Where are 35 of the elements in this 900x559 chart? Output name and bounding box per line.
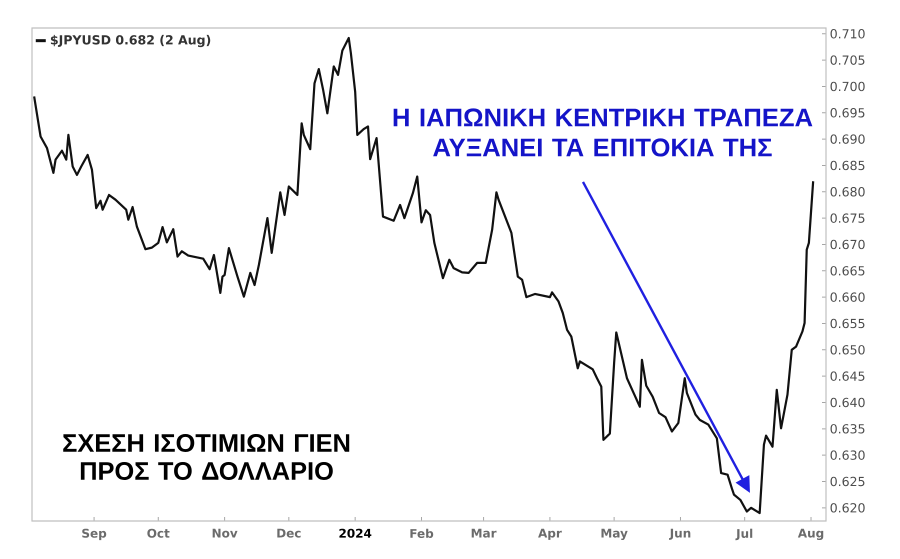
y-tick-label: 0.685 bbox=[830, 160, 864, 170]
y-tick-label: 0.680 bbox=[830, 187, 865, 197]
y-tick-label: 0.635 bbox=[830, 424, 864, 434]
y-tick-label: 0.650 bbox=[830, 345, 865, 355]
y-tick-label: 0.660 bbox=[830, 292, 865, 302]
y-tick-label: 0.690 bbox=[830, 134, 865, 144]
y-tick-label: 0.640 bbox=[830, 398, 865, 408]
x-tick-label: May bbox=[601, 528, 628, 540]
line-series bbox=[33, 36, 814, 514]
x-tick-label: Dec bbox=[277, 528, 301, 538]
annotation: Η ΙΑΠΩΝΙΚΗ ΚΕΝΤΡΙΚΗ ΤΡΑΠΕΖΑ ΑΥΞΑΝΕΙ ΤΑ ΕΠΙΤΟΚΙΑ ΤΗΣ bbox=[394, 108, 812, 157]
legend-label: $JPYUSD 0.682 (2 Aug) bbox=[50, 34, 210, 48]
x-tick-label: Mar bbox=[472, 528, 497, 538]
x-tick-label: Apr bbox=[538, 528, 562, 540]
y-tick-label: 0.700 bbox=[830, 82, 865, 92]
y-tick-label: 0.645 bbox=[830, 371, 864, 381]
text: ΣΧΕΣΗ ΙΣΟΤΙΜΙΩΝ ΓΙΕΝ ΠΡΟΣ ΤΟ ΔΟΛΛΑΡΙΟ bbox=[63, 434, 350, 480]
y-tick-label: 0.695 bbox=[830, 108, 864, 118]
y-tick-label: 0.655 bbox=[830, 318, 864, 328]
y-tick-label: 0.675 bbox=[830, 213, 864, 223]
x-tick-label: Jun bbox=[669, 528, 690, 540]
x-tick-label: Feb bbox=[410, 528, 434, 538]
y-tick-label: 0.705 bbox=[830, 55, 864, 65]
x-tick-label: 2024 bbox=[339, 528, 372, 538]
y-tick-label: 0.630 bbox=[830, 450, 865, 460]
x-tick-label: Aug bbox=[798, 528, 824, 540]
y-tick-label: 0.710 bbox=[830, 29, 865, 38]
y-tick-label: 0.620 bbox=[830, 503, 865, 513]
x-tick-label: Oct bbox=[147, 528, 170, 538]
y-tick-label: 0.670 bbox=[830, 240, 865, 250]
x-tick-label: Sep bbox=[82, 528, 106, 540]
x-tick-label: Nov bbox=[212, 528, 238, 538]
y-tick-label: 0.625 bbox=[830, 476, 864, 486]
x-tick-label: Jul bbox=[735, 528, 752, 540]
y-tick-label: 0.665 bbox=[830, 266, 864, 276]
